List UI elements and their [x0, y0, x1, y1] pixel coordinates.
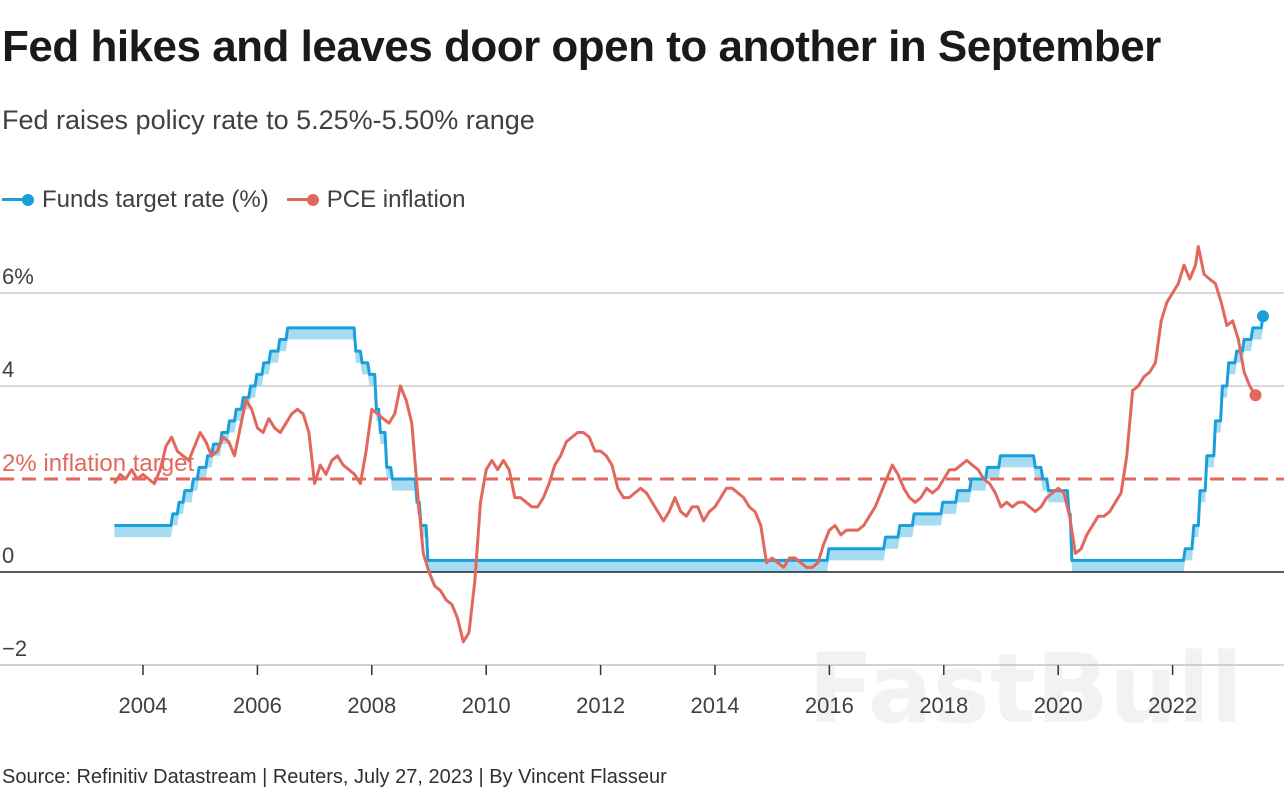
- source-note: Source: Refinitiv Datastream | Reuters, …: [2, 766, 667, 788]
- y-tick-label: 6%: [2, 264, 34, 289]
- x-tick-label: 2022: [1148, 693, 1197, 718]
- x-tick-label: 2016: [805, 693, 854, 718]
- chart-subtitle: Fed raises policy rate to 5.25%-5.50% ra…: [2, 105, 535, 135]
- legend-swatch-pce: [286, 190, 321, 210]
- x-tick-label: 2018: [919, 693, 968, 718]
- x-tick-label: 2020: [1034, 693, 1083, 718]
- x-tick-label: 2004: [119, 693, 168, 718]
- watermark-text: FastBull: [808, 633, 1243, 745]
- x-tick-label: 2012: [576, 693, 625, 718]
- legend-label-fed: Funds target rate (%): [42, 186, 269, 213]
- pce-inflation-line: [113, 245, 1257, 644]
- y-tick-label: 4: [2, 357, 14, 382]
- inflation-target-label: 2% inflation target: [2, 450, 194, 477]
- fed-range-band: [114, 316, 1263, 572]
- legend-item-fed: Funds target rate (%): [2, 186, 269, 214]
- x-tick-label: 2008: [347, 693, 396, 718]
- legend-label-pce: PCE inflation: [326, 186, 466, 213]
- y-tick-label: 0: [2, 543, 14, 568]
- legend: Funds target rate (%) PCE inflation: [2, 186, 484, 214]
- legend-swatch-fed: [2, 190, 36, 210]
- fed-funds-end-dot: [1256, 310, 1269, 323]
- x-tick-label: 2010: [462, 693, 511, 718]
- fed-funds-line: [114, 316, 1265, 562]
- pce-inflation-end-dot: [1249, 389, 1262, 402]
- legend-item-pce: PCE inflation: [286, 186, 466, 214]
- x-tick-label: 2006: [233, 693, 282, 718]
- chart-title: Fed hikes and leaves door open to anothe…: [2, 22, 1161, 71]
- x-tick-label: 2014: [691, 693, 740, 718]
- y-tick-label: −2: [2, 636, 27, 661]
